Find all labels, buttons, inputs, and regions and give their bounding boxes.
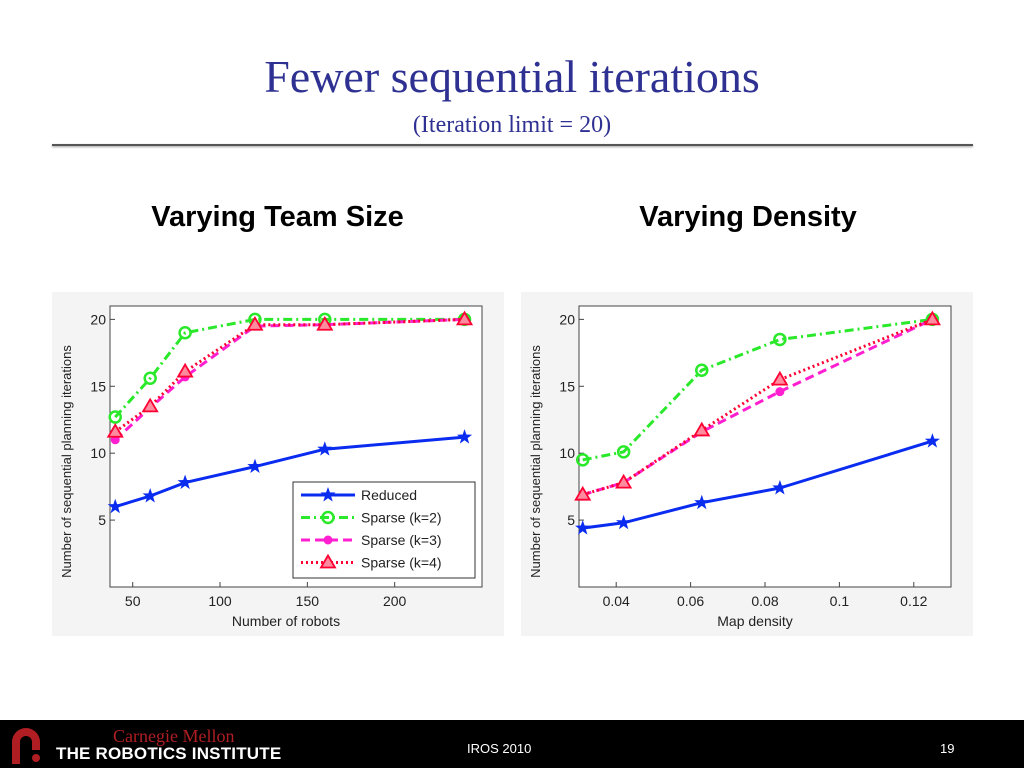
- data-point-reduced: [616, 514, 632, 530]
- series-sparse-k-2: [108, 312, 472, 424]
- slide-subtitle: (Iteration limit = 20): [412, 112, 612, 138]
- data-point-sparse-k-2: [178, 326, 192, 340]
- data-point-sparse-k-4: [141, 397, 159, 413]
- series-line-sparse-k-3: [114, 317, 465, 441]
- y-tick-label: 5: [567, 512, 575, 528]
- series-reduced: [107, 429, 473, 514]
- data-point-sparse-k-4: [693, 421, 711, 437]
- legend-label: Sparse (k=2): [361, 510, 442, 526]
- data-point-sparse-k-2: [773, 332, 787, 347]
- legend-marker: [320, 487, 336, 502]
- legend-marker: [319, 553, 337, 569]
- y-tick-label: 20: [90, 311, 106, 327]
- data-point-reduced: [924, 433, 940, 448]
- legend-marker: [321, 510, 335, 525]
- robotics-institute-logo-icon: [12, 728, 40, 764]
- x-tick-label: 100: [208, 593, 232, 609]
- x-tick-label: 50: [125, 593, 141, 609]
- x-tick-label: 0.06: [677, 593, 704, 609]
- data-point-reduced: [456, 429, 473, 444]
- title-divider: [52, 144, 973, 146]
- panel-heading-team-size: Varying Team Size: [151, 201, 404, 233]
- series-line-reduced: [114, 435, 465, 509]
- y-tick-label: 10: [559, 445, 575, 461]
- data-point-sparse-k-4: [176, 362, 194, 378]
- institute-name: THE ROBOTICS INSTITUTE: [56, 744, 282, 763]
- series-reduced: [575, 433, 940, 535]
- x-tick-label: 0.08: [751, 593, 778, 609]
- data-point-reduced: [772, 480, 788, 495]
- data-point-reduced: [575, 520, 591, 535]
- data-point-sparse-k-4: [771, 370, 789, 386]
- x-tick-label: 0.12: [900, 593, 927, 609]
- team-size-chart: 5 10 15 20 50 100 150 200 Number of robots Number…: [52, 292, 504, 636]
- series-sparse-k-4: [574, 310, 941, 501]
- series-line-sparse-k-3: [582, 318, 934, 497]
- legend-label: Sparse (k=3): [361, 532, 442, 548]
- data-point-sparse-k-4: [316, 315, 334, 331]
- y-tick-label: 15: [90, 378, 106, 394]
- y-tick-label: 20: [559, 311, 575, 327]
- data-point-reduced: [317, 441, 333, 456]
- data-point-sparse-k-2: [616, 445, 631, 459]
- y-axis-label: Number of sequential planning iterations: [59, 345, 74, 578]
- x-tick-label: 200: [383, 593, 407, 609]
- data-point-reduced: [142, 488, 158, 503]
- page-number: 19: [940, 741, 955, 756]
- y-tick-label: 15: [559, 378, 575, 394]
- x-axis-label: Number of robots: [232, 613, 340, 629]
- data-point-sparse-k-4: [574, 485, 592, 501]
- y-tick-label: 10: [90, 445, 106, 461]
- data-point-sparse-k-2: [575, 453, 590, 467]
- data-point-reduced: [107, 498, 123, 514]
- legend-label: Reduced: [361, 487, 417, 503]
- density-chart: 5 10 15 20 0.04 0.06 0.08 0.1 0.12 Map density Num…: [521, 292, 973, 636]
- series-sparse-k-4: [106, 310, 474, 438]
- data-point-sparse-k-4: [923, 310, 941, 326]
- university-name: Carnegie Mellon: [113, 726, 235, 746]
- panel-heading-density: Varying Density: [639, 201, 857, 233]
- x-tick-label: 0.1: [830, 593, 850, 609]
- data-point-sparse-k-2: [695, 363, 709, 377]
- event-label: IROS 2010: [467, 741, 532, 756]
- y-tick-label: 5: [98, 512, 106, 528]
- x-tick-label: 0.04: [603, 593, 630, 609]
- data-point-sparse-k-4: [246, 315, 264, 331]
- series-line-sparse-k-2: [582, 317, 933, 462]
- data-point-sparse-k-4: [106, 422, 124, 438]
- legend: Reduced Sparse (k=2) Sparse (k=3) Sparse (k…: [292, 481, 476, 579]
- data-point-sparse-k-4: [455, 310, 474, 326]
- data-point-reduced: [694, 494, 710, 510]
- x-tick-label: 150: [296, 593, 320, 609]
- legend-marker: [323, 535, 333, 545]
- series-line-sparse-k-2: [114, 317, 465, 419]
- data-point-reduced: [177, 474, 193, 490]
- data-point-sparse-k-3: [775, 387, 785, 397]
- data-point-sparse-k-2: [143, 371, 157, 386]
- data-point-sparse-k-2: [108, 410, 122, 424]
- legend-label: Sparse (k=4): [361, 555, 442, 571]
- x-axis-label: Map density: [717, 613, 792, 629]
- slide-title: Fewer sequential iterations: [264, 51, 760, 102]
- plot-area: [578, 305, 952, 588]
- y-axis-label: Number of sequential planning iterations: [528, 345, 543, 578]
- data-point-sparse-k-4: [615, 473, 633, 489]
- data-point-reduced: [247, 458, 263, 473]
- footer-bar: Carnegie Mellon THE ROBOTICS INSTITUTE I…: [0, 720, 1024, 768]
